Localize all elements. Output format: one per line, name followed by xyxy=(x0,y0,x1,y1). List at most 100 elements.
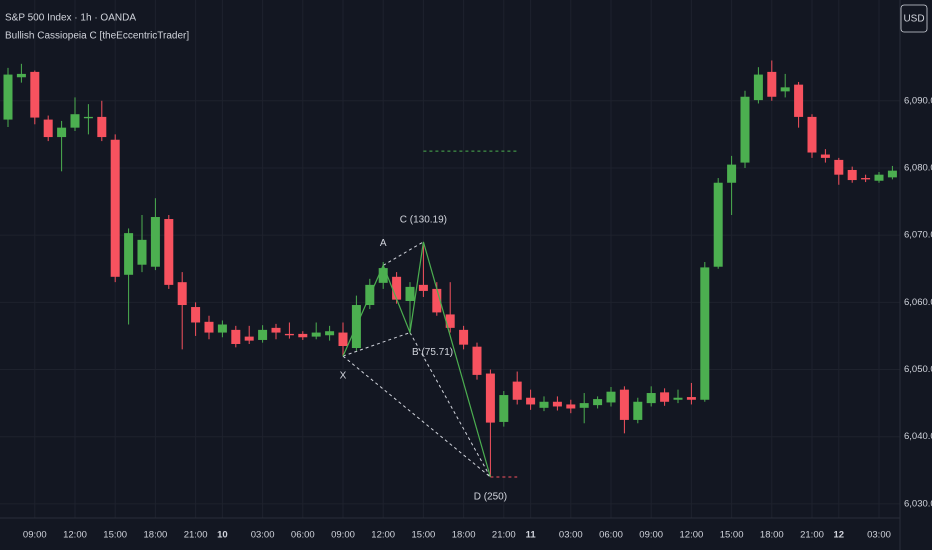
candle-body xyxy=(204,321,214,333)
candle-body xyxy=(3,74,13,120)
candle-body xyxy=(405,286,415,301)
candle-body xyxy=(217,324,227,333)
x-tick-label: 12 xyxy=(834,530,845,541)
candle-body xyxy=(579,403,589,408)
candle-body xyxy=(97,116,107,138)
candle-body xyxy=(150,217,160,267)
candle-body xyxy=(834,159,844,175)
candle-body xyxy=(258,329,268,340)
candle-body xyxy=(432,288,442,313)
candle-body xyxy=(673,397,683,400)
candle-body xyxy=(191,307,201,323)
y-tick-label: 6,060.0 xyxy=(904,297,932,308)
x-tick-label: 03:00 xyxy=(867,530,891,541)
candle-body xyxy=(378,268,388,283)
candle-body xyxy=(472,346,482,375)
y-tick-label: 6,040.0 xyxy=(904,431,932,442)
x-tick-label: 12:00 xyxy=(63,530,87,541)
candle-body xyxy=(646,393,656,404)
x-tick-label: 09:00 xyxy=(639,530,663,541)
x-tick-label: 03:00 xyxy=(559,530,583,541)
candle-body xyxy=(780,87,790,92)
candle-body xyxy=(633,401,643,420)
candle-body xyxy=(794,84,804,117)
y-tick-label: 6,070.0 xyxy=(904,230,932,241)
candle-body xyxy=(552,401,562,407)
candle-body xyxy=(499,395,509,422)
candle-body xyxy=(83,116,93,119)
candle-body xyxy=(338,332,348,347)
x-tick-label: 11 xyxy=(526,530,537,541)
x-tick-label: 09:00 xyxy=(23,530,47,541)
candle-body xyxy=(740,96,750,163)
x-tick-label: 03:00 xyxy=(251,530,275,541)
x-tick-label: 15:00 xyxy=(103,530,127,541)
candle-body xyxy=(660,392,670,402)
pattern-label: A xyxy=(380,238,387,249)
pattern-leg xyxy=(342,241,491,478)
pattern-label: B (75.71) xyxy=(412,347,453,358)
candle-body xyxy=(43,119,53,138)
pattern-label: C (130.19) xyxy=(400,215,447,226)
x-tick-label: 21:00 xyxy=(492,530,516,541)
candle-body xyxy=(753,74,763,101)
candle-body xyxy=(539,401,549,408)
candle-body xyxy=(820,154,830,158)
candle-body xyxy=(686,397,696,400)
pattern-dashed-leg xyxy=(382,241,424,266)
candle-body xyxy=(526,397,536,405)
x-tick-label: 18:00 xyxy=(452,530,476,541)
chart-subtitle: Bullish Cassiopeia C [theEccentricTrader… xyxy=(5,31,189,42)
candle-body xyxy=(177,282,187,306)
candle-body xyxy=(231,329,241,344)
currency-label: USD xyxy=(903,14,924,25)
candle-body xyxy=(619,389,629,420)
candle-body xyxy=(606,391,616,403)
candle-body xyxy=(311,332,321,337)
x-tick-label: 12:00 xyxy=(371,530,395,541)
candle-body xyxy=(392,276,402,300)
candle-body xyxy=(767,71,777,97)
x-tick-label: 21:00 xyxy=(800,530,824,541)
currency-button[interactable] xyxy=(900,4,928,33)
x-tick-label: 21:00 xyxy=(184,530,208,541)
candle-body xyxy=(57,127,67,138)
x-tick-label: 10 xyxy=(217,530,228,541)
candle-body xyxy=(298,333,308,338)
x-tick-label: 06:00 xyxy=(291,530,315,541)
candle-body xyxy=(887,170,897,178)
candle-body xyxy=(485,373,495,423)
candle-body xyxy=(512,381,522,400)
candle-body xyxy=(16,73,26,78)
y-tick-label: 6,050.0 xyxy=(904,364,932,375)
candle-body xyxy=(713,182,723,267)
candle-body xyxy=(110,139,120,277)
candle-body xyxy=(445,314,455,328)
plot xyxy=(3,60,897,478)
y-tick-label: 6,030.0 xyxy=(904,498,932,509)
x-tick-label: 06:00 xyxy=(599,530,623,541)
candle-body xyxy=(30,71,40,118)
pattern-label: X xyxy=(340,371,347,382)
candle-body xyxy=(418,284,428,291)
candle-body xyxy=(325,331,335,336)
candle-body xyxy=(847,169,857,181)
candle-body xyxy=(164,219,174,285)
candle-body xyxy=(459,329,469,345)
x-tick-label: 15:00 xyxy=(412,530,436,541)
candle-body xyxy=(271,327,281,333)
chart-title: S&P 500 Index · 1h · OANDA xyxy=(5,13,136,24)
candle-body xyxy=(593,399,603,406)
x-tick-label: 15:00 xyxy=(720,530,744,541)
x-tick-label: 18:00 xyxy=(760,530,784,541)
x-tick-label: 12:00 xyxy=(680,530,704,541)
pattern-dashed-leg xyxy=(342,355,491,478)
y-tick-label: 6,080.0 xyxy=(904,162,932,173)
candle-body xyxy=(566,404,576,409)
candle-body xyxy=(807,116,817,153)
y-tick-label: 6,090.0 xyxy=(904,95,932,106)
candle-body xyxy=(284,333,294,336)
